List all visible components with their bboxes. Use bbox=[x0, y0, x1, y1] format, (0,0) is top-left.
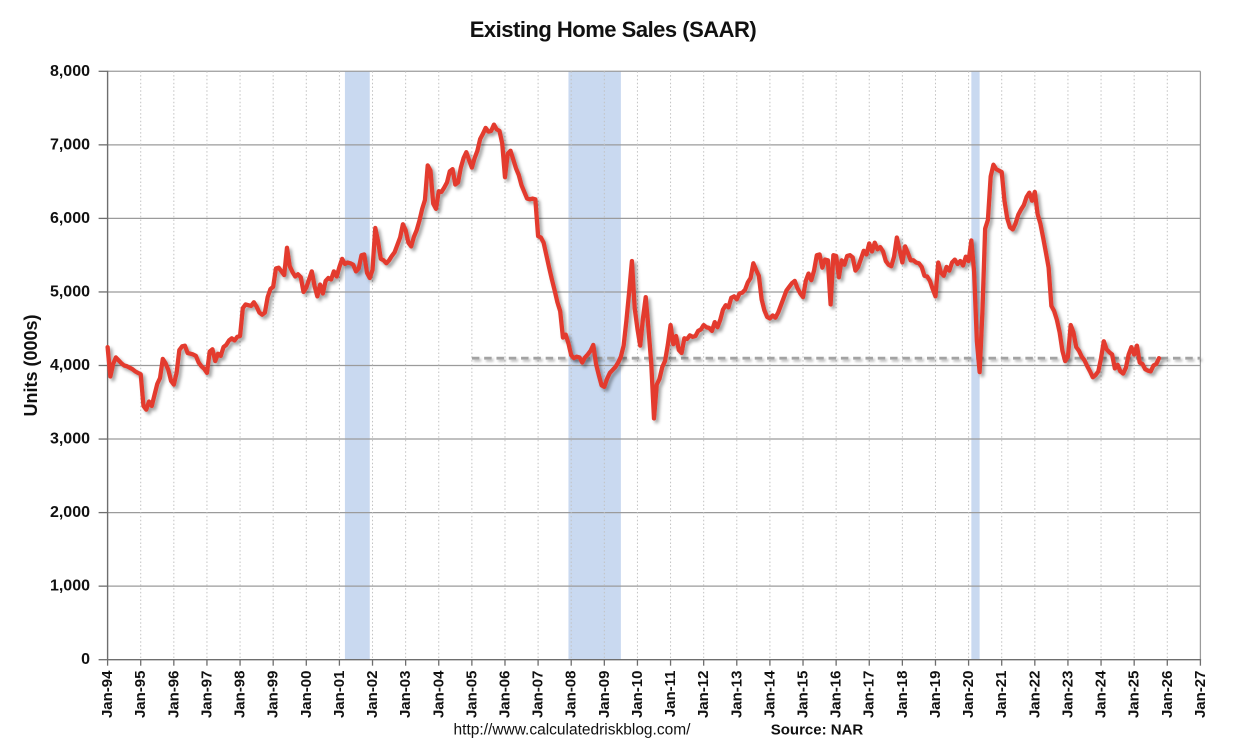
y-tick-label: 6,000 bbox=[50, 210, 90, 227]
x-tick-label: Jan-97 bbox=[198, 671, 215, 719]
x-tick-label: Jan-98 bbox=[232, 671, 249, 719]
x-tick-label: Jan-04 bbox=[430, 670, 447, 718]
y-tick-label: 2,000 bbox=[50, 504, 90, 521]
x-tick-label: Jan-09 bbox=[596, 671, 613, 719]
x-tick-label: Jan-01 bbox=[331, 671, 348, 719]
x-tick-label: Jan-10 bbox=[629, 671, 646, 719]
y-tick-label: 8,000 bbox=[50, 63, 90, 80]
x-tick-label: Jan-27 bbox=[1192, 671, 1209, 719]
y-tick-label: 5,000 bbox=[50, 283, 90, 300]
x-tick-label: Jan-17 bbox=[861, 671, 878, 719]
axis-labels: 0 1,000 2,000 3,000 4,000 5,000 6,000 7,000 8,00… bbox=[50, 63, 1209, 718]
chart-title: Existing Home Sales (SAAR) bbox=[469, 17, 757, 42]
y-tick-label: 0 bbox=[81, 651, 90, 668]
x-tick-label: Jan-20 bbox=[960, 671, 977, 719]
x-tick-label: Jan-00 bbox=[298, 671, 315, 719]
x-tick-label: Jan-95 bbox=[132, 671, 149, 719]
x-tick-label: Jan-06 bbox=[496, 671, 513, 719]
x-tick-label: Jan-07 bbox=[530, 671, 547, 719]
x-tick-label: Jan-99 bbox=[265, 671, 282, 719]
x-tick-label: Jan-24 bbox=[1093, 670, 1110, 718]
y-tick-label: 3,000 bbox=[50, 431, 90, 448]
x-tick-label: Jan-16 bbox=[828, 671, 845, 719]
y-tick-label: 1,000 bbox=[50, 578, 90, 595]
x-tick-label: Jan-03 bbox=[397, 671, 414, 719]
y-axis-title: Units (000s) bbox=[21, 314, 41, 416]
x-tick-label: Jan-22 bbox=[1026, 671, 1043, 719]
y-tick-label: 4,000 bbox=[50, 357, 90, 374]
x-tick-label: Jan-23 bbox=[1059, 671, 1076, 719]
x-tick-label: Jan-12 bbox=[695, 671, 712, 719]
x-tick-label: Jan-13 bbox=[728, 671, 745, 719]
footer-source: Source: NAR bbox=[771, 722, 864, 739]
x-tick-label: Jan-94 bbox=[99, 670, 116, 718]
x-tick-label: Jan-25 bbox=[1126, 671, 1143, 719]
sales-line-layer bbox=[105, 122, 1162, 421]
x-tick-label: Jan-19 bbox=[927, 671, 944, 719]
x-tick-label: Jan-21 bbox=[993, 671, 1010, 719]
x-tick-label: Jan-26 bbox=[1159, 671, 1176, 719]
existing-home-sales-line bbox=[105, 122, 1162, 421]
x-tick-label: Jan-14 bbox=[761, 670, 778, 718]
y-tick-label: 7,000 bbox=[50, 136, 90, 153]
x-tick-label: Jan-02 bbox=[364, 671, 381, 719]
x-tick-label: Jan-11 bbox=[662, 671, 679, 718]
x-tick-label: Jan-05 bbox=[463, 671, 480, 719]
gridlines bbox=[107, 70, 1202, 660]
x-tick-label: Jan-15 bbox=[795, 671, 812, 719]
x-tick-label: Jan-96 bbox=[165, 671, 182, 719]
x-tick-label: Jan-08 bbox=[563, 671, 580, 719]
x-tick-label: Jan-18 bbox=[894, 671, 911, 719]
footer-url: http://www.calculatedriskblog.com/ bbox=[454, 722, 692, 739]
